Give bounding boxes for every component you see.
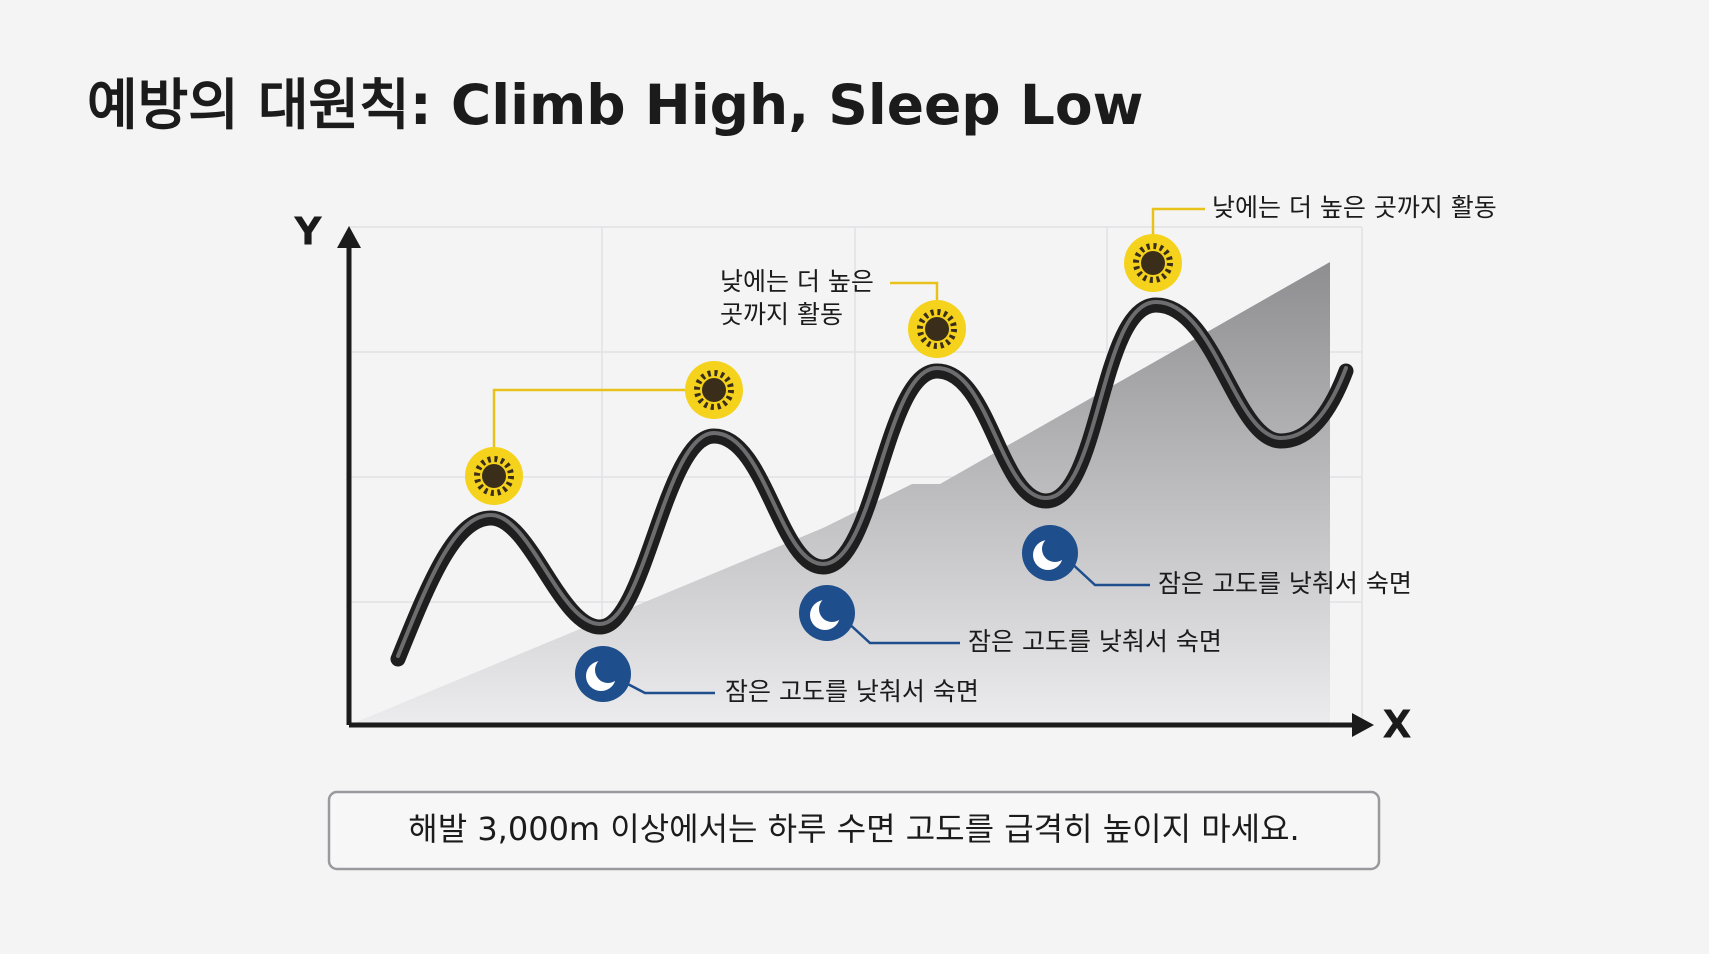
moon-icon bbox=[799, 585, 855, 641]
suns bbox=[465, 234, 1182, 505]
day-label: 낮에는 더 높은 곳까지 활동 bbox=[1212, 193, 1497, 222]
sun-rays bbox=[474, 456, 514, 496]
sun-icon bbox=[1124, 234, 1182, 292]
moon-icon bbox=[575, 646, 631, 702]
note-box bbox=[327, 790, 1381, 871]
leader-lines bbox=[492, 207, 1205, 447]
sun-rays bbox=[1133, 243, 1173, 283]
sun-icon bbox=[685, 361, 743, 419]
moon-shadow bbox=[1042, 536, 1068, 562]
sun-icon bbox=[465, 447, 523, 505]
note: 해발 3,000m 이상에서는 하루 수면 고도를 급격히 높이지 마세요. bbox=[408, 810, 1299, 848]
sun-core bbox=[702, 378, 726, 402]
night-label: 잠은 고도를 낮춰서 숙면 bbox=[1158, 569, 1412, 598]
sun-rays bbox=[917, 309, 957, 349]
sun-core bbox=[1141, 251, 1165, 275]
moon-shadow bbox=[595, 657, 621, 683]
sun-core bbox=[925, 317, 949, 341]
y-axis-label: Y bbox=[293, 210, 322, 254]
axes bbox=[337, 226, 1374, 737]
moons bbox=[575, 525, 1078, 702]
night-label: 잠은 고도를 낮춰서 숙면 bbox=[968, 627, 1222, 656]
moon-shadow bbox=[819, 596, 845, 622]
x-axis-label: X bbox=[1382, 703, 1411, 747]
night-label: 잠은 고도를 낮춰서 숙면 bbox=[725, 677, 979, 706]
day-label: 곳까지 활동 bbox=[720, 300, 843, 329]
title: 예방의 대원칙: Climb High, Sleep Low bbox=[87, 73, 1143, 137]
altitude-wave bbox=[390, 297, 1354, 667]
sun-core bbox=[482, 464, 506, 488]
sun-icon bbox=[908, 300, 966, 358]
day-label: 낮에는 더 높은 bbox=[720, 267, 874, 296]
altitude-area bbox=[349, 262, 1330, 725]
sun-rays bbox=[694, 370, 734, 410]
moon-icon bbox=[1022, 525, 1078, 581]
